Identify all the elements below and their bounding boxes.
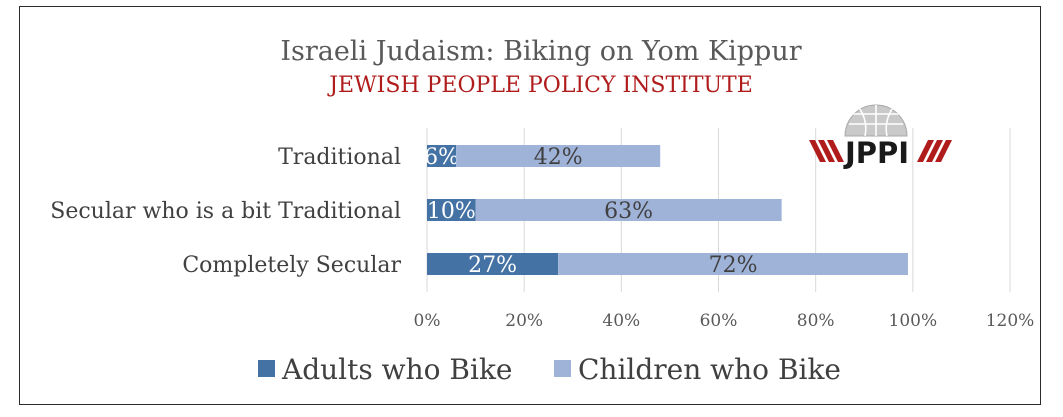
chart-title: Israeli Judaism: Biking on Yom Kippur	[280, 36, 801, 67]
data-label: 27%	[468, 253, 517, 278]
chart-subtitle: JEWISH PEOPLE POLICY INSTITUTE	[327, 73, 753, 98]
bar-segment	[475, 199, 782, 221]
bar-segment	[427, 253, 559, 275]
x-tick-label: 80%	[797, 311, 835, 331]
category-label: Completely Secular	[182, 253, 401, 278]
x-tick-label: 40%	[602, 311, 640, 331]
bar-segment	[427, 199, 476, 221]
category-label: Traditional	[278, 145, 401, 170]
legend-swatch-children	[554, 360, 571, 377]
data-label: 42%	[534, 145, 583, 170]
x-tick-labels: 0% 20% 40% 60% 80% 100% 120%	[414, 311, 1035, 331]
legend-label-adults: Adults who Bike	[281, 353, 512, 386]
jppi-logo: JPPI	[809, 104, 952, 170]
legend-swatch-adults	[258, 360, 275, 377]
chart-frame	[19, 6, 1041, 405]
data-label: 63%	[604, 199, 653, 224]
bar-segment	[456, 145, 661, 167]
stripes-right-icon	[917, 140, 952, 162]
legend-label-children: Children who Bike	[578, 353, 841, 386]
bars: 6% 42% 10% 63% 27% 72%	[424, 145, 908, 278]
category-label: Secular who is a bit Traditional	[50, 199, 401, 224]
x-tick-label: 20%	[505, 311, 543, 331]
bar-segment	[558, 253, 908, 275]
globe-icon	[844, 104, 908, 137]
x-tick-label: 0%	[414, 311, 441, 331]
data-label: 10%	[427, 199, 476, 224]
x-tick-label: 100%	[889, 311, 938, 331]
x-tick-label: 60%	[700, 311, 738, 331]
bar-segment	[427, 145, 457, 167]
logo-text: JPPI	[843, 136, 909, 170]
legend: Adults who Bike Children who Bike	[258, 353, 841, 386]
data-label: 72%	[709, 253, 758, 278]
data-label: 6%	[424, 145, 459, 170]
x-tick-label: 120%	[986, 311, 1035, 331]
stripes-left-icon	[809, 140, 844, 162]
category-labels: Traditional Secular who is a bit Traditio…	[50, 145, 401, 278]
